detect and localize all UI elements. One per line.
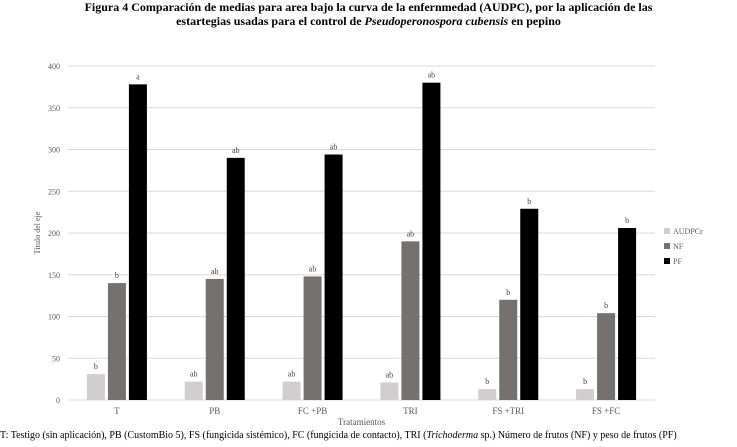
footnote-suffix: sp.) Número de frutos (NF) y peso de fru… [478,430,677,441]
footnote-italic: Trichoderma [426,430,479,441]
bar-nf [107,283,126,400]
chart-footnote: T: Testigo (sin aplicación), PB (CustomB… [0,430,737,441]
bar-audpcr [576,389,595,400]
bar-pf [226,157,245,400]
chart-legend: AUDPCr NF PF [664,227,703,266]
significance-letter: ab [428,71,436,80]
significance-letters: b b a ab ab ab ab ab ab ab ab ab b b b b b b [94,71,629,386]
significance-letter: b [485,377,489,386]
legend-swatch-pf [664,258,670,264]
bar-pf [324,154,343,400]
y-tick-label: 150 [48,271,60,280]
chart-title-line2: estartegias usadas para el control de Ps… [0,14,737,29]
y-tick-label: 250 [48,187,60,196]
title-prefix: estartegias usadas para el control de [176,14,365,28]
bar-audpcr [86,374,105,400]
significance-letter: b [604,301,608,310]
significance-letter: ab [330,143,338,152]
legend-label-audpcr: AUDPCr [673,227,703,236]
significance-letter: b [527,197,531,206]
bar-pf [422,82,441,400]
y-tick-label: 350 [48,104,60,113]
significance-letter: ab [211,267,219,276]
y-tick-label: 300 [48,146,60,155]
bar-audpcr [282,381,301,400]
y-tick-label: 0 [56,396,60,405]
significance-letter: b [115,271,119,280]
bar-nf [401,241,420,400]
y-tick-label: 200 [48,229,60,238]
bar-audpcr [380,382,399,400]
x-tick-label: FC +PB [298,406,327,416]
significance-letter: ab [190,370,198,379]
significance-letter: ab [386,370,394,379]
x-tick-label: TRI [403,406,418,416]
x-tick-label: PB [209,406,220,416]
title-suffix: en pepino [508,14,561,28]
significance-letter: ab [407,229,415,238]
chart-grid [68,65,655,401]
bar-audpcr [478,389,497,400]
chart-bars [86,82,637,401]
significance-letter: a [136,72,140,81]
title-species: Pseudoperonospora cubensis [364,14,509,28]
y-tick-label: 400 [48,62,60,71]
bar-nf [303,276,322,400]
y-tick-label: 50 [52,354,60,363]
legend-label-pf: PF [673,257,682,266]
legend-label-nf: NF [673,242,684,251]
significance-letter: b [94,362,98,371]
bar-nf [205,278,224,400]
x-axis-label: Tratamientos [338,417,386,427]
x-tick-labels: T PB FC +PB TRI FS +TRI FS +FC [114,406,620,416]
bar-audpcr [184,381,203,400]
x-tick-label: FS +FC [592,406,620,416]
significance-letter: ab [288,370,296,379]
significance-letter: ab [232,146,240,155]
significance-letter: b [583,377,587,386]
y-tick-labels: 0 50 100 150 200 250 300 350 400 [48,62,60,405]
significance-letter: ab [309,264,317,273]
chart-title-line1: Figura 4 Comparación de medias para area… [84,0,653,14]
legend-swatch-audpcr [664,228,670,234]
bar-pf [128,84,147,401]
x-tick-label: T [114,406,120,416]
significance-letter: b [506,288,510,297]
y-axis-label: Título del eje [33,211,42,254]
bar-nf [499,299,518,400]
bar-pf [618,227,637,400]
bar-nf [597,313,616,400]
footnote-prefix: T: Testigo (sin aplicación), PB (CustomB… [0,430,427,441]
legend-swatch-nf [664,243,670,249]
significance-letter: b [625,216,629,225]
y-tick-label: 100 [48,313,60,322]
x-tick-label: FS +TRI [492,406,524,416]
bar-pf [520,208,539,400]
